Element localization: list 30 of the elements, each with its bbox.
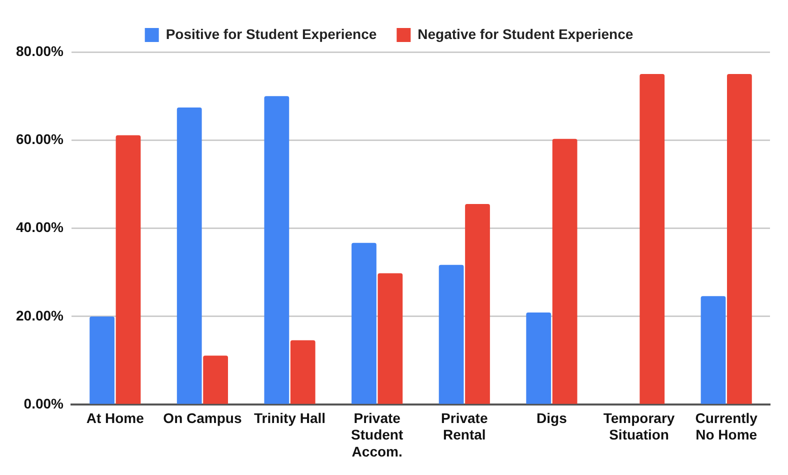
x-tick-label: Private Rental — [441, 410, 488, 443]
bar — [552, 138, 578, 404]
x-tick-label: Currently No Home — [695, 410, 758, 443]
bar — [727, 74, 752, 404]
y-tick-label: 80.00% — [16, 42, 64, 59]
y-tick-label: 40.00% — [16, 219, 64, 236]
bar — [378, 273, 403, 404]
bar — [90, 316, 114, 404]
bar — [203, 356, 228, 404]
bar — [640, 74, 665, 404]
bar — [438, 264, 464, 404]
x-tick-label: On Campus — [163, 410, 242, 426]
bar — [116, 135, 141, 404]
x-tick-label: Temporary Situation — [603, 410, 675, 443]
bar — [700, 296, 726, 404]
bar — [264, 96, 290, 404]
x-tick-label: Trinity Hall — [254, 410, 326, 426]
x-tick-label: Private Student Accom. — [351, 410, 404, 460]
bar — [176, 108, 202, 404]
y-tick-label: 20.00% — [16, 307, 64, 324]
bar — [290, 340, 316, 404]
y-tick-label: 60.00% — [16, 131, 64, 148]
legend-label: Negative for Student Experience — [418, 26, 634, 42]
y-tick-label: 0.00% — [24, 395, 64, 412]
x-tick-label: Digs — [536, 410, 568, 426]
legend-label: Positive for Student Experience — [166, 26, 377, 42]
bar — [526, 312, 552, 404]
x-tick-label: At Home — [86, 410, 144, 426]
bar — [352, 242, 376, 404]
bar — [465, 204, 490, 404]
